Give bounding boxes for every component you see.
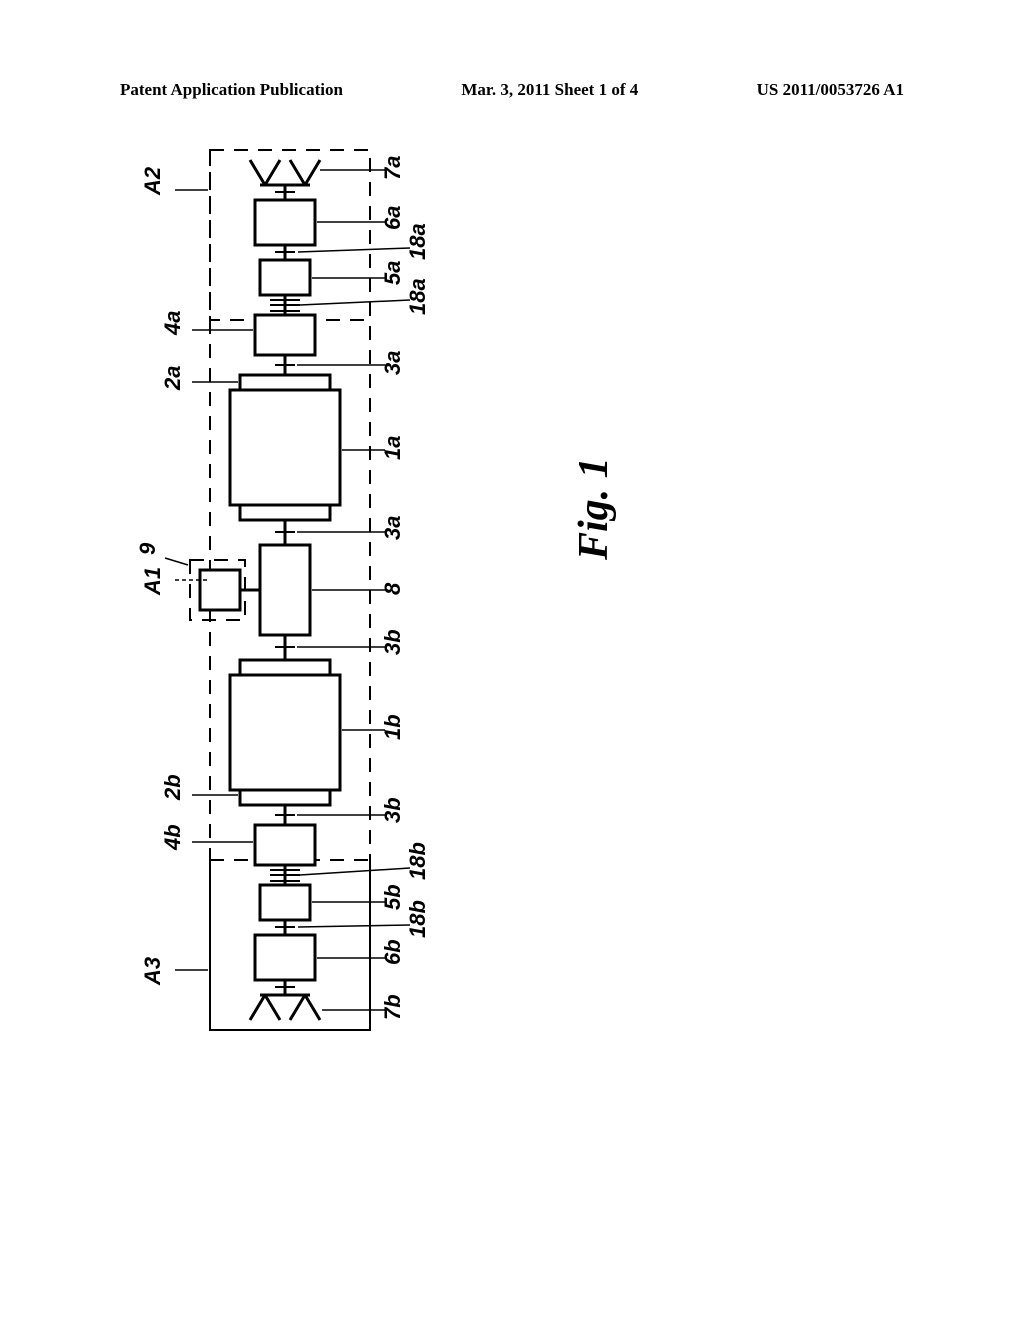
block-6a — [255, 200, 315, 245]
label-18b-2: 18b — [405, 900, 430, 938]
label-18b-1: 18b — [405, 842, 430, 880]
block-4a — [255, 315, 315, 355]
figure-1: A2 A1 A3 2a 4a 9 2b 4b 7a 6a 18a 5a 18a … — [100, 140, 470, 1040]
block-5b — [260, 885, 310, 920]
block-1b — [230, 675, 340, 790]
label-8: 8 — [380, 582, 405, 595]
label-2a: 2a — [160, 366, 185, 391]
schematic-svg: A2 A1 A3 2a 4a 9 2b 4b 7a 6a 18a 5a 18a … — [100, 140, 470, 1040]
label-5b: 5b — [380, 884, 405, 910]
header-center: Mar. 3, 2011 Sheet 1 of 4 — [461, 80, 638, 100]
label-7a: 7a — [380, 156, 405, 180]
block-4b — [255, 825, 315, 865]
yoke-7b — [250, 995, 320, 1020]
figure-caption: Fig. 1 — [570, 457, 618, 560]
cap-2a-top — [240, 375, 330, 390]
label-6a: 6a — [380, 206, 405, 230]
label-a2: A2 — [140, 166, 165, 196]
label-18a-1: 18a — [405, 223, 430, 260]
label-3a-1: 3a — [380, 351, 405, 375]
label-4a: 4a — [160, 311, 185, 336]
label-1b: 1b — [380, 714, 405, 740]
label-1a: 1a — [380, 436, 405, 460]
yoke-7a — [250, 160, 320, 200]
label-3b-1: 3b — [380, 629, 405, 655]
block-8 — [260, 545, 310, 635]
label-5a: 5a — [380, 261, 405, 285]
label-3a-2: 3a — [380, 516, 405, 540]
header-right: US 2011/0053726 A1 — [757, 80, 904, 100]
block-6b — [255, 935, 315, 980]
block-1a — [230, 390, 340, 505]
label-3b-2: 3b — [380, 797, 405, 823]
label-a1: A1 — [140, 567, 165, 596]
label-6b: 6b — [380, 939, 405, 965]
cap-2b-bottom — [240, 790, 330, 805]
label-7b: 7b — [380, 994, 405, 1020]
label-4b: 4b — [160, 824, 185, 851]
page-header: Patent Application Publication Mar. 3, 2… — [0, 80, 1024, 100]
header-left: Patent Application Publication — [120, 80, 343, 100]
label-9: 9 — [135, 542, 160, 555]
label-2b: 2b — [160, 774, 185, 801]
cap-2a-bottom — [240, 505, 330, 520]
block-9 — [200, 570, 240, 610]
label-18a-2: 18a — [405, 278, 430, 315]
label-a3: A3 — [140, 957, 165, 986]
block-5a — [260, 260, 310, 295]
cap-2b-top — [240, 660, 330, 675]
